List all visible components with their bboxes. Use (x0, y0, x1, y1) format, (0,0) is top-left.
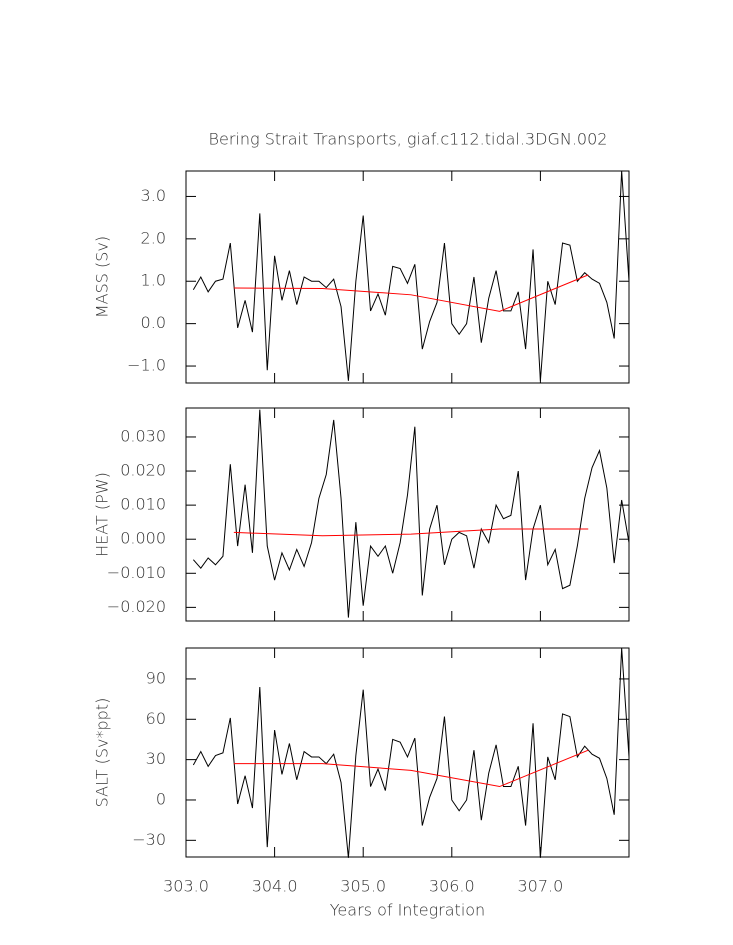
y-tick-label: −0.020 (107, 597, 166, 616)
x-tick-label: 303.0 (163, 877, 209, 896)
x-tick-label: 306.0 (429, 877, 475, 896)
y-tick-label: 2.0 (141, 228, 166, 247)
y-tick-label: −30 (132, 830, 166, 849)
x-tick-label: 304.0 (252, 877, 298, 896)
y-tick-label: 0.030 (120, 426, 166, 445)
plot-frame (185, 407, 630, 622)
y-axis-label: MASS (Sv) (93, 236, 112, 318)
y-tick-label: 3.0 (141, 186, 166, 205)
data-line (192, 170, 630, 381)
data-line (192, 409, 630, 618)
y-axis-label: SALT (Sv*ppt) (93, 698, 112, 808)
x-tick-label: 305.0 (340, 877, 386, 896)
y-tick-label: −0.010 (107, 563, 166, 582)
plot-frame (185, 647, 630, 858)
plot-frame (185, 170, 630, 384)
y-tick-label: 0 (156, 789, 166, 808)
x-axis-label: Years of Integration (330, 901, 485, 920)
y-tick-label: 90 (146, 668, 166, 687)
data-line (192, 647, 630, 858)
x-tick-label: 307.0 (517, 877, 563, 896)
y-tick-label: −1.0 (127, 356, 166, 375)
y-tick-label: 0.0 (141, 313, 166, 332)
y-axis-label: HEAT (PW) (93, 472, 112, 557)
y-tick-label: 0.020 (120, 461, 166, 480)
y-tick-label: 0.010 (120, 495, 166, 514)
y-tick-label: 30 (146, 749, 166, 768)
data-line (233, 749, 589, 788)
data-line (233, 274, 589, 312)
y-tick-label: 1.0 (141, 271, 166, 290)
y-tick-label: 0.000 (120, 529, 166, 548)
y-tick-label: 60 (146, 709, 166, 728)
chart-title: Bering Strait Transports, giaf.c112.tida… (209, 130, 608, 149)
data-line (233, 528, 589, 537)
